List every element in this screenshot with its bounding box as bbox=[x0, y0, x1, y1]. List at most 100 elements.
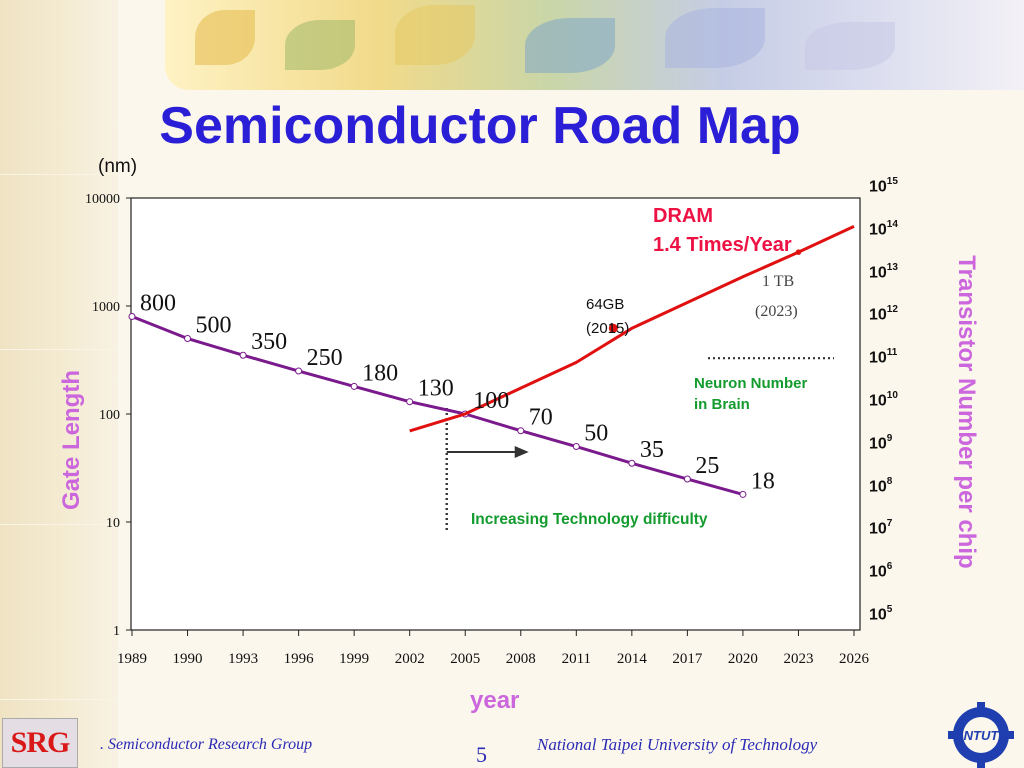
tick-base: 10 bbox=[869, 435, 887, 453]
gate-length-data-label: 250 bbox=[307, 345, 343, 371]
leaf-shape bbox=[665, 8, 765, 68]
gate-length-point bbox=[350, 382, 358, 390]
band-tile bbox=[0, 525, 118, 700]
footer-group-name: . Semiconductor Research Group bbox=[100, 736, 313, 753]
tick-base: 10 bbox=[869, 392, 887, 410]
gate-length-data-label: 500 bbox=[196, 313, 232, 339]
difficulty-label: Increasing Technology difficulty bbox=[471, 511, 708, 528]
gate-length-data-label: 50 bbox=[584, 421, 608, 447]
gate-length-data-label: 130 bbox=[418, 376, 454, 402]
difficulty-arrow-head bbox=[514, 446, 529, 458]
tb-year-label: (2023) bbox=[755, 303, 798, 320]
gate-length-point bbox=[517, 427, 525, 435]
x-tick-label: 2020 bbox=[728, 651, 758, 667]
tick-base: 10 bbox=[869, 263, 887, 281]
gate-length-point bbox=[239, 351, 247, 359]
leaf-shape bbox=[285, 20, 355, 70]
slide-title: Semiconductor Road Map bbox=[159, 97, 801, 155]
y-right-tick-label: 105 bbox=[869, 604, 893, 624]
gate-length-point bbox=[628, 459, 636, 467]
neuron-label-line2: in Brain bbox=[694, 396, 750, 413]
x-tick-label: 2011 bbox=[562, 651, 591, 667]
gate-length-data-label: 180 bbox=[362, 360, 398, 386]
tick-exponent: 10 bbox=[886, 390, 898, 401]
y-left-tick-label: 10 bbox=[106, 516, 120, 531]
gate-length-data-label: 70 bbox=[529, 405, 553, 431]
dram-milestone-marker bbox=[608, 323, 618, 333]
y-left-tick-label: 100 bbox=[99, 408, 120, 423]
point-labels: 800 500 350 250 180 130 100 70 50 35 25 18 bbox=[140, 290, 775, 494]
gate-length-point bbox=[683, 475, 691, 483]
tick-base: 10 bbox=[869, 563, 887, 581]
neuron-label-line1: Neuron Number bbox=[694, 375, 808, 392]
gear-hole bbox=[963, 717, 999, 753]
leaf-shape bbox=[195, 10, 255, 65]
tick-exponent: 6 bbox=[886, 561, 893, 573]
tick-exponent: 11 bbox=[886, 347, 898, 359]
leaf-shape bbox=[805, 22, 895, 70]
gate-length-point bbox=[406, 398, 414, 406]
x-tick-label: 2014 bbox=[617, 651, 648, 667]
tb-label: 1 TB bbox=[762, 273, 795, 290]
y-right-tick-label: 1013 bbox=[869, 261, 898, 282]
x-axis-label: year bbox=[470, 687, 520, 714]
tick-exponent: 13 bbox=[886, 261, 898, 273]
x-tick-label: 2008 bbox=[506, 651, 536, 667]
annotation-lines bbox=[445, 357, 834, 532]
tick-base: 10 bbox=[869, 606, 887, 624]
y-right-tick-label: 1011 bbox=[869, 347, 898, 367]
x-tick-label: 2023 bbox=[783, 651, 813, 667]
gate-length-point bbox=[739, 490, 747, 498]
tick-exponent: 15 bbox=[886, 176, 898, 187]
tick-base: 10 bbox=[869, 306, 887, 324]
left-decorative-band bbox=[0, 0, 118, 768]
y-right-tick-label: 106 bbox=[869, 561, 893, 581]
gate-length-data-label: 800 bbox=[140, 290, 176, 316]
y-left-ticks: 10000 1000 100 10 1 bbox=[85, 192, 131, 639]
x-tick-label: 1993 bbox=[228, 651, 258, 667]
page-number: 5 bbox=[476, 742, 487, 767]
tick-exponent: 7 bbox=[886, 518, 893, 530]
plot-area bbox=[130, 197, 861, 631]
footer-university-name: National Taipei University of Technology bbox=[537, 735, 818, 754]
gb-label: 64GB bbox=[586, 296, 625, 313]
x-tick-label: 2002 bbox=[395, 651, 425, 667]
x-tick-label: 1989 bbox=[117, 651, 147, 667]
gate-length-data-label: 18 bbox=[751, 468, 775, 494]
ntut-logo-text: NTUT bbox=[964, 728, 1000, 743]
gate-length-line bbox=[131, 315, 744, 496]
tick-base: 10 bbox=[869, 477, 887, 495]
gate-length-point bbox=[572, 443, 580, 451]
y-left-tick-label: 10000 bbox=[85, 192, 120, 207]
tick-base: 10 bbox=[869, 221, 887, 239]
x-tick-label: 1996 bbox=[284, 651, 315, 667]
dram-label: DRAM bbox=[653, 205, 713, 227]
band-tile bbox=[0, 175, 118, 350]
y-right-tick-label: 1012 bbox=[869, 304, 898, 324]
srg-logo: SRG bbox=[2, 718, 78, 768]
tick-exponent: 9 bbox=[886, 432, 893, 444]
dram-milestone-marker bbox=[795, 249, 802, 255]
gate-length-data-label: 100 bbox=[473, 388, 509, 414]
y-right-tick-label: 1015 bbox=[869, 176, 898, 196]
x-ticks: 1989 1990 1993 1996 1999 2002 2005 2008 2011 2014… bbox=[117, 630, 870, 667]
decorative-leaf-banner bbox=[165, 0, 1024, 90]
tick-exponent: 5 bbox=[886, 604, 893, 615]
band-tile bbox=[0, 0, 118, 175]
ntut-logo: NTUT bbox=[948, 702, 1014, 768]
dram-rate-label: 1.4 Times/Year bbox=[653, 234, 792, 256]
leaf-shape bbox=[525, 18, 615, 73]
x-tick-label: 2026 bbox=[839, 651, 870, 667]
gear-teeth bbox=[948, 702, 1014, 768]
gate-length-point bbox=[128, 312, 136, 320]
gate-length-data-label: 35 bbox=[640, 437, 664, 463]
y-right-axis-label: Transistor Number per chip bbox=[953, 255, 980, 569]
y-right-tick-label: 108 bbox=[869, 475, 893, 496]
tick-base: 10 bbox=[869, 178, 887, 196]
tick-exponent: 8 bbox=[886, 475, 893, 487]
x-tick-label: 1999 bbox=[339, 651, 369, 667]
y-right-tick-label: 109 bbox=[869, 432, 893, 453]
y-right-tick-label: 1014 bbox=[869, 219, 898, 239]
tick-base: 10 bbox=[869, 349, 887, 367]
